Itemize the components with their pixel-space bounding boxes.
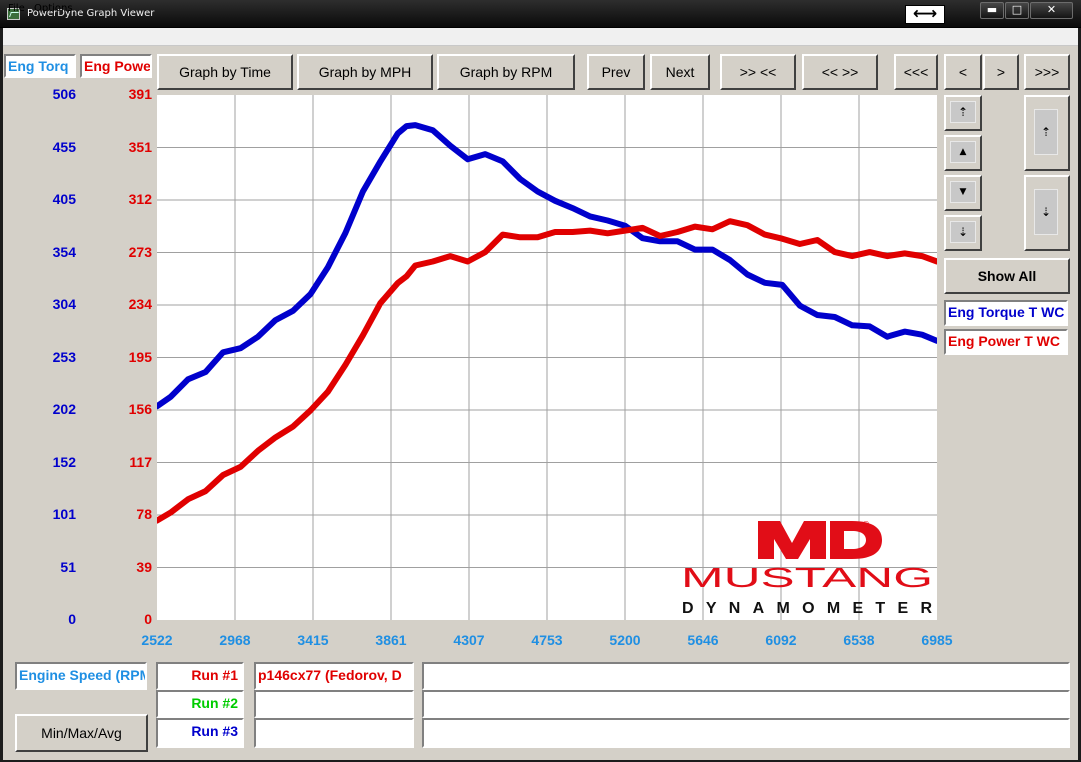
- scroll-far-right-button[interactable]: >>>: [1024, 54, 1070, 90]
- power-y-tick-label: 39: [136, 558, 152, 575]
- rpm-x-axis: 2522 2968 3415 3861 4307 4753 5200 5646 6092 6538…: [0, 630, 1081, 652]
- offset-down-button[interactable]: ⇣: [1024, 175, 1070, 251]
- window-title: PowerDyne Graph Viewer: [27, 8, 155, 19]
- resize-arrows-icon[interactable]: ⟷: [905, 5, 945, 24]
- min-max-avg-button[interactable]: Min/Max/Avg: [15, 714, 148, 752]
- power-y-tick-label: 351: [128, 138, 152, 155]
- torque-y-tick-label: 152: [52, 453, 76, 470]
- mustang-dynamometer-logo: ® MUSTANG DYNAMOMETER: [680, 515, 936, 619]
- chart-svg: [157, 95, 937, 620]
- x-tick-label: 6092: [765, 632, 797, 648]
- offset-up-icon: ⇡: [1034, 109, 1058, 155]
- power-y-tick-label: 391: [128, 86, 152, 102]
- zoom-out-button[interactable]: << >>: [802, 54, 878, 90]
- app-icon: [7, 8, 20, 20]
- x-tick-label: 5200: [609, 632, 641, 648]
- run2-file[interactable]: [254, 690, 414, 718]
- scale-up-button[interactable]: ▲: [944, 135, 982, 171]
- power-y-tick-label: 195: [128, 348, 152, 365]
- torque-y-tick-label: 101: [52, 506, 76, 522]
- offset-down-icon: ⇣: [1034, 189, 1058, 235]
- power-y-tick-label: 273: [128, 243, 152, 260]
- double-up-icon: ⇡: [950, 101, 976, 123]
- power-y-tick-label: 0: [144, 611, 152, 627]
- x-tick-label: 2968: [219, 632, 251, 648]
- offset-up-button[interactable]: ⇡: [1024, 95, 1070, 171]
- logo-sub: DYNAMOMETER: [682, 600, 932, 617]
- run2-info: [422, 690, 1070, 718]
- run1-file[interactable]: p146cx77 (Fedorov, D: [254, 662, 414, 690]
- x-tick-label: 6538: [843, 632, 875, 648]
- legend-torque[interactable]: Eng Torque T WC: [944, 300, 1068, 326]
- scroll-far-left-button[interactable]: <<<: [894, 54, 938, 90]
- prev-button[interactable]: Prev: [587, 54, 645, 90]
- torque-axis-selector[interactable]: Eng Torq: [4, 54, 76, 78]
- x-channel-selector[interactable]: Engine Speed (RPM): [15, 662, 147, 690]
- torque-y-axis: 506 455 405 354 304 253 202 152 101 51 0: [26, 0, 76, 762]
- title-bar[interactable]: [0, 0, 1081, 28]
- scale-down-double-button[interactable]: ⇣: [944, 215, 982, 251]
- run2-label: Run #2: [156, 690, 244, 718]
- power-y-tick-label: 312: [128, 191, 152, 207]
- x-tick-label: 3415: [297, 632, 329, 648]
- menu-file[interactable]: File: [8, 3, 25, 14]
- x-tick-label: 3861: [375, 632, 407, 648]
- torque-y-tick-label: 253: [52, 348, 76, 365]
- maximize-button[interactable]: □: [1005, 2, 1029, 19]
- x-tick-label: 4753: [531, 632, 563, 648]
- run1-label: Run #1: [156, 662, 244, 690]
- x-tick-label: 4307: [453, 632, 485, 648]
- power-y-tick-label: 117: [129, 453, 152, 470]
- double-down-icon: ⇣: [950, 221, 976, 243]
- run3-info: [422, 718, 1070, 748]
- next-button[interactable]: Next: [650, 54, 710, 90]
- x-tick-label: 2522: [141, 632, 173, 648]
- graph-by-time-button[interactable]: Graph by Time: [157, 54, 293, 90]
- logo-svg: ® MUSTANG DYNAMOMETER: [681, 520, 933, 617]
- power-y-tick-label: 234: [128, 296, 152, 312]
- torque-y-tick-label: 202: [52, 401, 76, 417]
- menu-bar: [3, 28, 1078, 46]
- power-axis-selector[interactable]: Eng Powe: [80, 54, 152, 78]
- torque-y-tick-label: 506: [52, 86, 76, 102]
- torque-y-tick-label: 304: [52, 296, 76, 312]
- show-all-button[interactable]: Show All: [944, 258, 1070, 294]
- graph-by-mph-button[interactable]: Graph by MPH: [297, 54, 433, 90]
- up-icon: ▲: [950, 141, 976, 163]
- minimize-button[interactable]: ▬: [980, 2, 1004, 19]
- logo-registered: ®: [862, 520, 870, 529]
- power-y-axis: 391 351 312 273 234 195 156 117 78 39 0: [102, 0, 152, 762]
- torque-series-line: [157, 122, 937, 410]
- zoom-in-button[interactable]: >> <<: [720, 54, 796, 90]
- menu-options[interactable]: Options: [34, 3, 73, 14]
- scroll-right-button[interactable]: >: [983, 54, 1019, 90]
- logo-word: MUSTANG: [681, 562, 933, 593]
- down-icon: ▼: [950, 181, 976, 203]
- torque-y-tick-label: 0: [68, 611, 76, 627]
- torque-y-tick-label: 354: [52, 243, 76, 260]
- graph-by-rpm-button[interactable]: Graph by RPM: [437, 54, 575, 90]
- power-y-tick-label: 78: [136, 506, 152, 522]
- power-y-tick-label: 156: [128, 401, 152, 417]
- x-tick-label: 5646: [687, 632, 719, 648]
- scale-up-double-button[interactable]: ⇡: [944, 95, 982, 131]
- torque-y-tick-label: 51: [60, 558, 76, 575]
- torque-y-tick-label: 455: [52, 138, 76, 155]
- x-tick-label: 6985: [921, 632, 953, 648]
- run1-info: [422, 662, 1070, 690]
- power-series-line: [157, 218, 937, 524]
- run3-file[interactable]: [254, 718, 414, 748]
- legend-power[interactable]: Eng Power T WC: [944, 329, 1068, 355]
- close-button[interactable]: ✕: [1030, 2, 1073, 19]
- run3-label: Run #3: [156, 718, 244, 748]
- scroll-left-button[interactable]: <: [944, 54, 982, 90]
- scale-down-button[interactable]: ▼: [944, 175, 982, 211]
- torque-y-tick-label: 405: [52, 191, 76, 207]
